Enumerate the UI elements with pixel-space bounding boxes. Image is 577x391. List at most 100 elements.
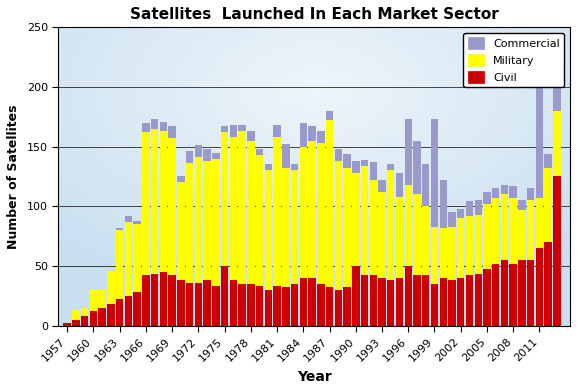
Bar xyxy=(212,286,220,326)
Bar xyxy=(448,212,456,226)
Bar xyxy=(194,283,202,326)
Bar xyxy=(99,290,106,308)
Bar xyxy=(282,168,290,287)
Bar xyxy=(553,111,561,176)
Bar xyxy=(256,286,263,326)
Bar xyxy=(160,131,167,272)
Bar xyxy=(466,275,473,326)
Bar xyxy=(72,310,80,319)
Bar xyxy=(335,161,342,290)
Bar xyxy=(177,176,185,182)
Bar xyxy=(509,186,517,198)
Bar xyxy=(545,154,552,168)
Bar xyxy=(81,308,88,316)
Bar xyxy=(230,125,237,137)
Bar xyxy=(326,287,334,326)
Bar xyxy=(142,132,149,275)
Bar xyxy=(125,216,132,222)
Bar xyxy=(317,143,324,284)
Bar xyxy=(133,292,141,326)
Bar xyxy=(125,296,132,326)
Bar xyxy=(361,166,368,275)
Bar xyxy=(509,198,517,264)
Bar xyxy=(527,260,534,326)
Bar xyxy=(194,145,202,157)
Bar xyxy=(317,131,324,143)
Bar xyxy=(518,210,526,260)
Bar xyxy=(457,278,464,326)
Bar xyxy=(352,161,359,173)
Bar xyxy=(343,287,351,326)
X-axis label: Year: Year xyxy=(297,370,332,384)
Bar xyxy=(256,155,263,286)
Bar xyxy=(125,222,132,296)
Bar xyxy=(99,308,106,326)
Bar xyxy=(212,158,220,286)
Bar xyxy=(160,122,167,131)
Bar xyxy=(291,284,298,326)
Bar xyxy=(142,123,149,132)
Bar xyxy=(265,290,272,326)
Bar xyxy=(484,269,490,326)
Bar xyxy=(203,280,211,326)
Bar xyxy=(238,284,246,326)
Bar xyxy=(282,287,290,326)
Bar xyxy=(116,299,123,326)
Bar xyxy=(299,278,307,326)
Bar xyxy=(116,230,123,299)
Bar xyxy=(448,226,456,280)
Bar xyxy=(335,290,342,326)
Bar xyxy=(63,323,71,326)
Bar xyxy=(177,280,185,326)
Bar xyxy=(151,129,158,274)
Bar xyxy=(501,194,508,260)
Bar xyxy=(440,278,447,326)
Bar xyxy=(256,149,263,155)
Bar xyxy=(396,173,403,197)
Bar xyxy=(343,154,351,168)
Bar xyxy=(186,151,193,163)
Bar xyxy=(230,137,237,280)
Bar xyxy=(545,242,552,326)
Bar xyxy=(168,275,176,326)
Bar xyxy=(361,275,368,326)
Bar xyxy=(440,180,447,228)
Bar xyxy=(326,111,334,120)
Bar xyxy=(422,206,429,275)
Bar xyxy=(291,170,298,284)
Bar xyxy=(317,284,324,326)
Bar xyxy=(396,278,403,326)
Bar xyxy=(369,275,377,326)
Bar xyxy=(474,200,482,215)
Bar xyxy=(238,125,246,131)
Bar xyxy=(492,264,500,326)
Bar xyxy=(361,160,368,166)
Bar xyxy=(535,69,543,198)
Bar xyxy=(527,188,534,200)
Bar xyxy=(387,280,395,326)
Bar xyxy=(352,266,359,326)
Bar xyxy=(265,165,272,170)
Bar xyxy=(422,275,429,326)
Bar xyxy=(238,131,246,284)
Bar xyxy=(168,138,176,275)
Bar xyxy=(431,119,438,226)
Bar xyxy=(247,141,254,284)
Bar xyxy=(379,278,386,326)
Bar xyxy=(282,144,290,168)
Bar xyxy=(422,165,429,206)
Bar xyxy=(352,173,359,266)
Bar xyxy=(81,316,88,326)
Bar xyxy=(203,149,211,161)
Bar xyxy=(369,162,377,180)
Bar xyxy=(142,275,149,326)
Bar xyxy=(299,147,307,278)
Bar xyxy=(518,200,526,210)
Bar xyxy=(431,226,438,284)
Bar xyxy=(326,120,334,287)
Bar xyxy=(133,224,141,292)
Bar xyxy=(404,185,412,266)
Bar xyxy=(484,192,490,204)
Bar xyxy=(203,161,211,280)
Legend: Commercial, Military, Civil: Commercial, Military, Civil xyxy=(463,33,564,87)
